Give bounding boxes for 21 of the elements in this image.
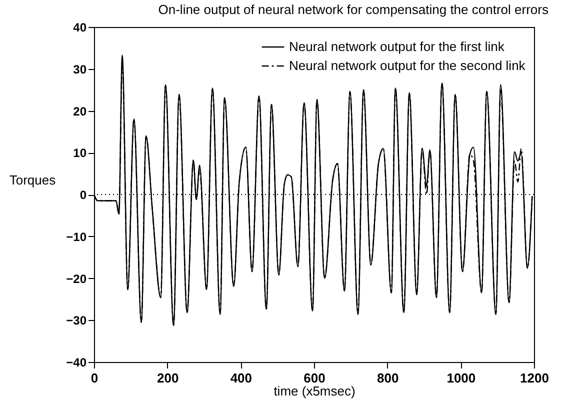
x-tick-label: 600 (304, 370, 326, 386)
x-tick-label: 0 (90, 370, 98, 386)
x-tick-label: 800 (376, 370, 399, 386)
y-tick-label: 40 (73, 20, 87, 34)
legend-label: Neural network output for the second link (289, 58, 526, 73)
legend-label: Neural network output for the first link (289, 39, 505, 54)
y-tick-label: −40 (66, 356, 87, 370)
y-tick-label: 30 (73, 62, 87, 76)
y-tick-label: 10 (73, 146, 87, 160)
y-tick-label: −10 (66, 230, 87, 244)
x-axis-title: time (x5msec) (274, 384, 356, 398)
y-tick-label: −30 (66, 314, 87, 328)
y-tick-label: 20 (73, 104, 87, 118)
x-tick-label: 1200 (520, 370, 549, 386)
chart-title: On-line output of neural network for compensating the control errors (158, 2, 549, 17)
x-tick-label: 200 (156, 370, 179, 386)
y-tick-label: 0 (80, 188, 87, 202)
x-tick-label: 400 (230, 370, 252, 386)
x-tick-label: 1000 (446, 370, 476, 386)
y-tick-label: −20 (66, 272, 87, 286)
y-axis-title: Torques (9, 172, 56, 188)
